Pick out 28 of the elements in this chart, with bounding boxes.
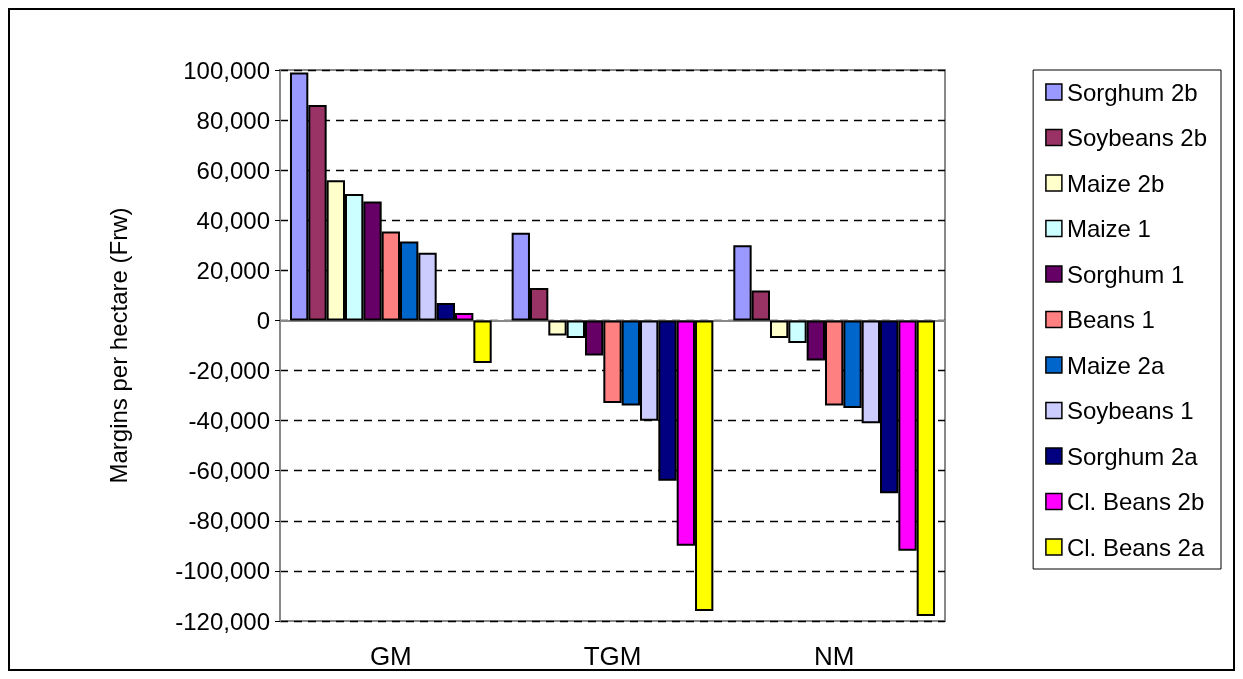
y-tick-label: 60,000 [196, 156, 270, 184]
x-tick-label: TGM [583, 641, 642, 671]
y-axis-title: Margins per hectare (Frw) [104, 207, 132, 484]
legend-label: Sorghum 2b [1066, 78, 1198, 106]
legend-label: Cl. Beans 2a [1066, 533, 1205, 561]
y-tick-label: -80,000 [188, 507, 270, 535]
y-tick-label: -100,000 [175, 557, 270, 585]
legend-label: Sorghum 1 [1066, 260, 1185, 288]
y-tick-label: 0 [256, 306, 270, 334]
x-tick-label: GM [369, 641, 412, 671]
legend-label: Soybeans 2b [1066, 124, 1207, 151]
y-tick-label: -40,000 [188, 407, 270, 435]
y-tick-label: 40,000 [196, 206, 270, 234]
y-tick-label: -60,000 [188, 457, 270, 485]
legend-label: Maize 2b [1066, 169, 1165, 197]
legend-label: Maize 2a [1066, 351, 1165, 379]
y-tick-label: 20,000 [196, 256, 270, 284]
legend-label: Cl. Beans 2b [1066, 488, 1205, 515]
legend-label: Beans 1 [1066, 306, 1155, 333]
legend-label: Soybeans 1 [1066, 397, 1194, 424]
x-tick-label: NM [813, 641, 855, 671]
y-tick-label: -120,000 [175, 607, 270, 635]
bar [473, 320, 492, 364]
y-tick-label: 80,000 [196, 106, 270, 134]
legend-label: Maize 1 [1066, 215, 1151, 242]
legend-label: Sorghum 2a [1066, 442, 1199, 470]
y-tick-label: -20,000 [188, 357, 270, 385]
y-tick-label: 100,000 [183, 56, 270, 84]
